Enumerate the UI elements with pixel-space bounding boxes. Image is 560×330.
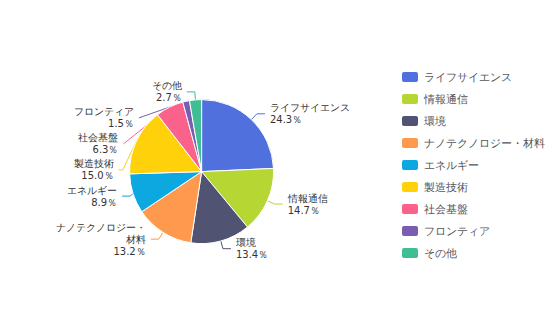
svg-text:24.3％: 24.3％: [270, 114, 302, 125]
svg-text:材料: 材料: [125, 234, 146, 245]
svg-text:その他: その他: [424, 247, 457, 260]
svg-text:社会基盤: 社会基盤: [424, 203, 468, 216]
svg-text:14.7％: 14.7％: [288, 205, 320, 216]
svg-text:フロンティア: フロンティア: [424, 225, 490, 238]
svg-text:13.2％: 13.2％: [113, 246, 145, 257]
svg-text:1.5％: 1.5％: [108, 118, 134, 129]
svg-text:ナノテクノロジー・材料: ナノテクノロジー・材料: [424, 137, 545, 150]
svg-text:6.3％: 6.3％: [93, 144, 119, 155]
svg-text:ライフサイエンス: ライフサイエンス: [270, 102, 350, 113]
svg-text:8.9％: 8.9％: [91, 197, 117, 208]
svg-text:13.4％: 13.4％: [236, 249, 268, 260]
svg-text:エネルギー: エネルギー: [67, 185, 117, 196]
svg-text:社会基盤: 社会基盤: [78, 132, 118, 143]
svg-text:エネルギー: エネルギー: [424, 159, 479, 172]
svg-text:フロンティア: フロンティア: [74, 106, 134, 117]
svg-text:15.0％: 15.0％: [81, 170, 113, 181]
svg-text:情報通信: 情報通信: [287, 193, 328, 204]
svg-text:環境: 環境: [424, 115, 446, 128]
svg-text:その他: その他: [152, 80, 182, 91]
svg-text:ライフサイエンス: ライフサイエンス: [424, 71, 512, 84]
svg-text:製造技術: 製造技術: [424, 181, 468, 194]
svg-text:2.7％: 2.7％: [156, 92, 182, 103]
svg-text:情報通信: 情報通信: [423, 93, 468, 106]
svg-text:ナノテクノロジー・: ナノテクノロジー・: [56, 222, 146, 233]
svg-text:製造技術: 製造技術: [74, 158, 114, 169]
svg-text:環境: 環境: [236, 237, 256, 248]
